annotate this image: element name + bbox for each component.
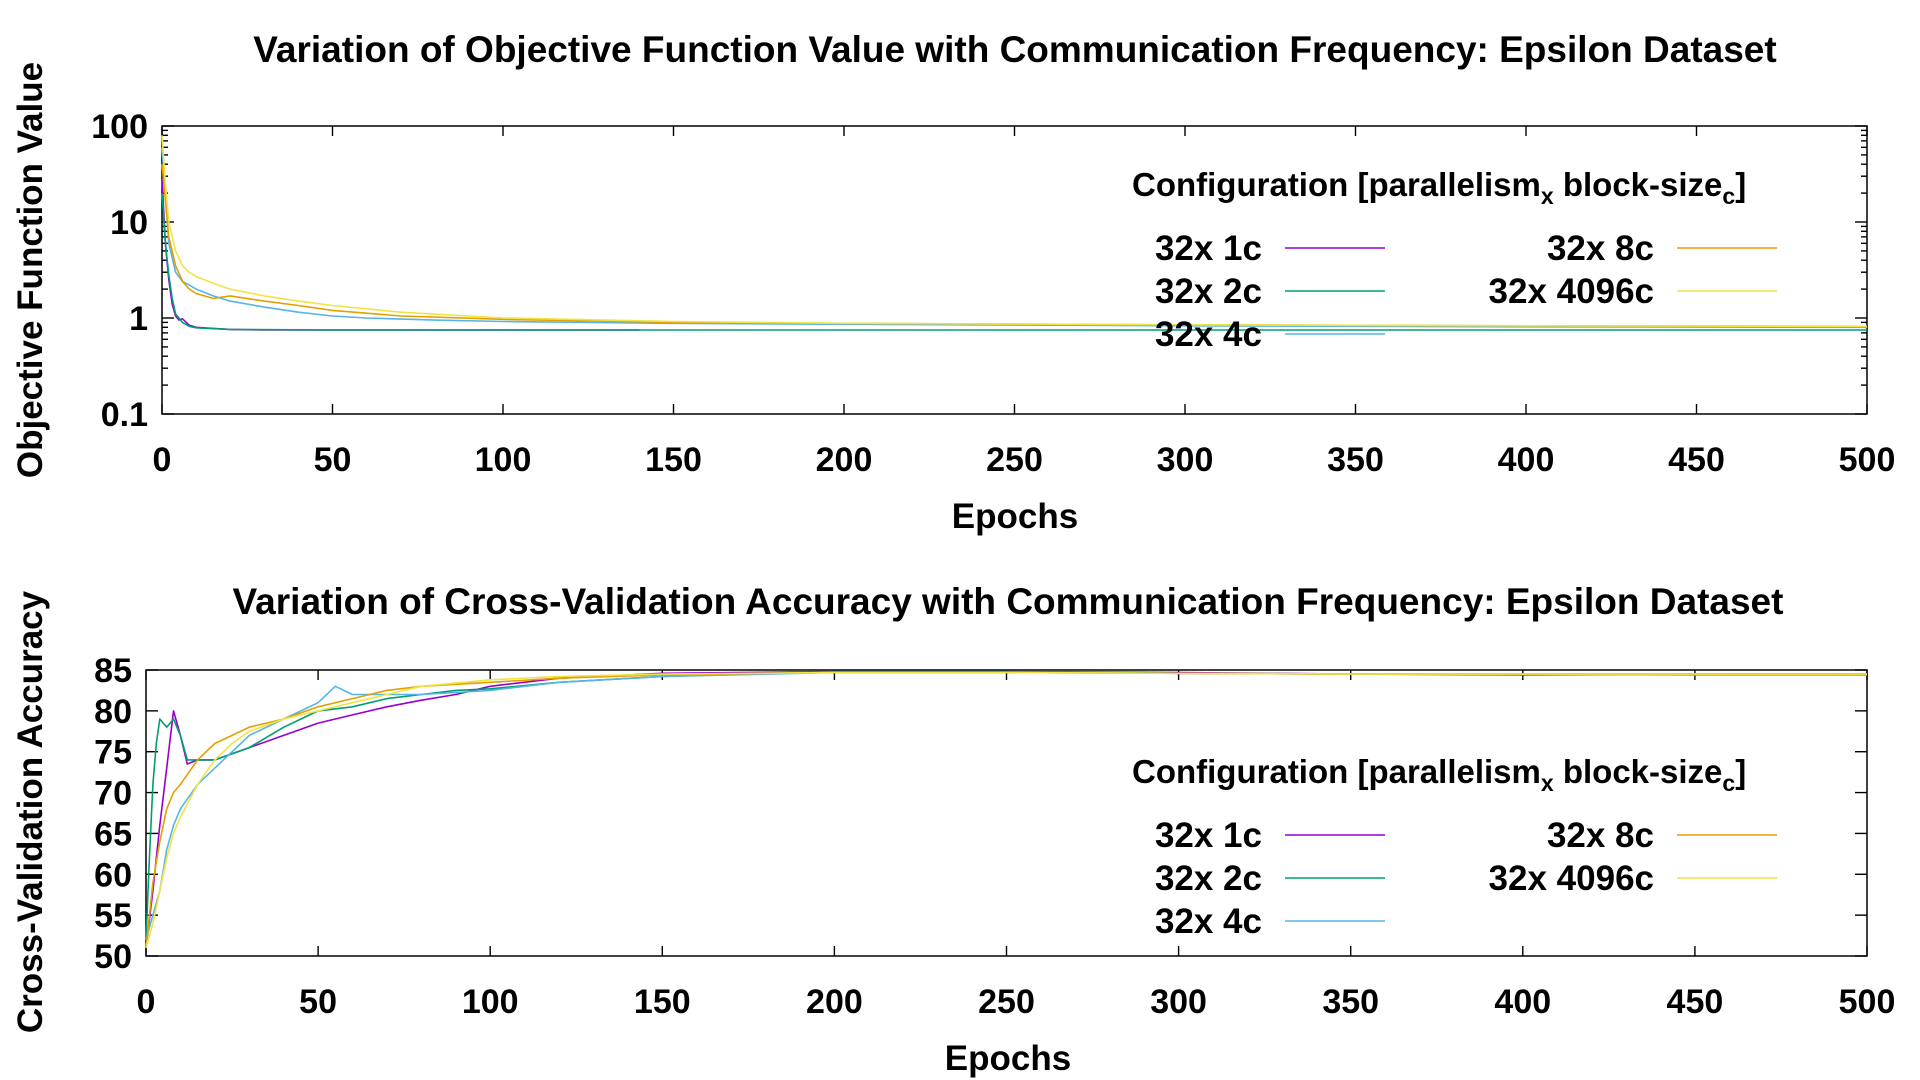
y-tick-label: 75 [94, 734, 132, 772]
accuracy-chart-ylabel: Cross-Validation Accuracy [11, 590, 50, 1033]
y-tick-label: 0.1 [101, 396, 148, 434]
x-tick-label: 250 [986, 441, 1043, 479]
legend-label: 32x 8c [1547, 816, 1654, 855]
legend-label: 32x 4096c [1489, 272, 1654, 311]
accuracy-legend-title: Configuration [parallelismx block-sizec] [1132, 753, 1746, 796]
accuracy-chart: Variation of Cross-Validation Accuracy w… [11, 581, 1895, 1078]
x-tick-label: 200 [816, 441, 873, 479]
objective-series-32x-4096c [161, 135, 1868, 328]
legend-label: 32x 4c [1155, 902, 1262, 941]
x-tick-label: 350 [1327, 441, 1384, 479]
legend-label: 32x 4096c [1489, 859, 1654, 898]
x-tick-label: 450 [1667, 983, 1724, 1021]
objective-chart-title: Variation of Objective Function Value wi… [253, 29, 1776, 70]
accuracy-legend: Configuration [parallelismx block-sizec]… [1132, 753, 1777, 941]
accuracy-chart-xlabel: Epochs [945, 1039, 1071, 1078]
y-tick-label: 80 [94, 693, 132, 731]
accuracy-series-32x-1c [145, 670, 1867, 948]
x-tick-label: 100 [475, 441, 532, 479]
x-tick-label: 300 [1157, 441, 1214, 479]
legend-label: 32x 2c [1155, 859, 1262, 898]
x-tick-label: 150 [645, 441, 702, 479]
accuracy-series-32x-4c [145, 671, 1867, 940]
y-tick-label: 85 [94, 652, 132, 690]
x-tick-label: 50 [299, 983, 337, 1021]
x-tick-label: 100 [462, 983, 519, 1021]
x-tick-label: 200 [806, 983, 863, 1021]
y-tick-label: 1 [129, 300, 148, 338]
objective-series-32x-1c [161, 179, 640, 331]
x-tick-label: 50 [314, 441, 352, 479]
legend-label: 32x 1c [1155, 816, 1262, 855]
objective-series-32x-2c [161, 193, 1867, 331]
x-tick-label: 0 [153, 441, 172, 479]
x-tick-label: 400 [1494, 983, 1551, 1021]
objective-chart: Variation of Objective Function Value wi… [11, 29, 1895, 536]
accuracy-axis-ticks: 0 50 100 150 200 250 300 350 400 450 5005055606570… [94, 652, 1895, 1021]
objective-series-lines [161, 135, 1868, 331]
legend-label: 32x 8c [1547, 229, 1654, 268]
objective-chart-xlabel: Epochs [952, 497, 1078, 536]
accuracy-legend-entries: 32x 1c 32x 2c 32x 4c 32x 8c 32x 4096c [1155, 816, 1777, 941]
y-tick-label: 100 [91, 108, 148, 146]
objective-legend-title: Configuration [parallelismx block-sizec] [1132, 166, 1746, 209]
accuracy-series-lines [145, 670, 1868, 949]
legend-label: 32x 4c [1155, 315, 1262, 354]
y-tick-label: 55 [94, 897, 132, 935]
x-tick-label: 500 [1839, 441, 1896, 479]
legend-label: 32x 1c [1155, 229, 1262, 268]
x-tick-label: 0 [137, 983, 156, 1021]
x-tick-label: 150 [634, 983, 691, 1021]
x-tick-label: 300 [1150, 983, 1207, 1021]
y-tick-label: 50 [94, 938, 132, 976]
y-tick-label: 60 [94, 856, 132, 894]
x-tick-label: 450 [1668, 441, 1725, 479]
x-tick-label: 400 [1498, 441, 1555, 479]
objective-legend-entries: 32x 1c 32x 2c 32x 4c 32x 8c 32x 4096c [1155, 229, 1777, 354]
accuracy-plot-frame [145, 669, 1868, 957]
x-tick-label: 250 [978, 983, 1035, 1021]
accuracy-chart-title: Variation of Cross-Validation Accuracy w… [233, 581, 1784, 622]
y-tick-label: 65 [94, 815, 132, 853]
x-tick-label: 350 [1322, 983, 1379, 1021]
accuracy-series-32x-2c [145, 670, 1867, 940]
legend-label: 32x 2c [1155, 272, 1262, 311]
objective-axis-ticks: 0 50 100 150 200 250 300 350 400 450 500 0.1 1 10 100 [91, 108, 1895, 479]
accuracy-series-32x-8c [145, 671, 1868, 948]
x-tick-label: 500 [1839, 983, 1896, 1021]
objective-chart-ylabel: Objective Function Value [11, 62, 50, 478]
accuracy-series-32x-4096c [145, 671, 1867, 949]
y-tick-label: 70 [94, 775, 132, 813]
objective-legend: Configuration [parallelismx block-sizec]… [1132, 166, 1777, 354]
y-tick-label: 10 [110, 204, 148, 242]
